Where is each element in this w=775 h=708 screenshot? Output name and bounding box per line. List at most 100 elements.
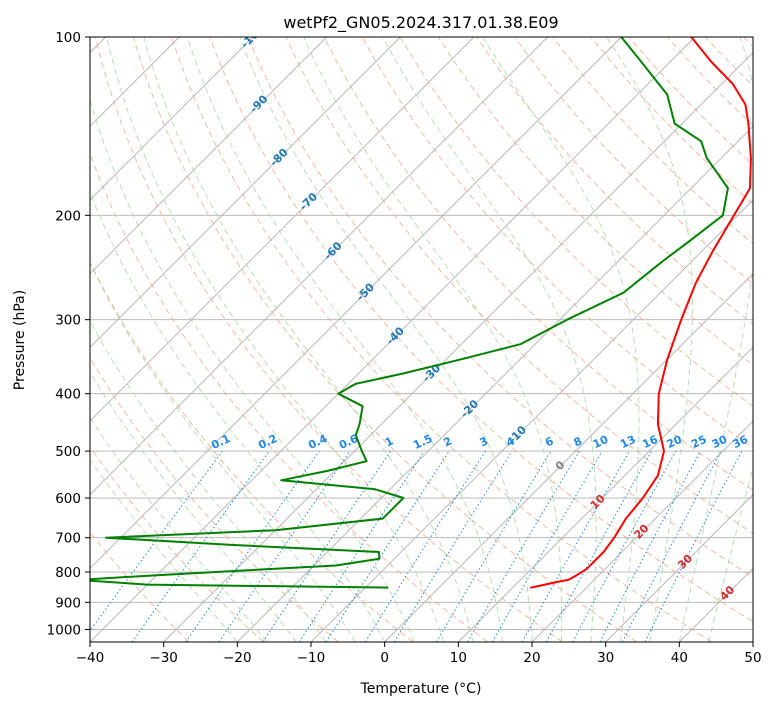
mixing-ratio-label: 20: [665, 433, 685, 451]
x-tick-label: 30: [597, 650, 614, 666]
isotherm-line: [163, 52, 753, 642]
isotherm-line: [384, 273, 753, 642]
mixing-ratio-label: 1: [383, 434, 395, 449]
moist-adiabat-line: [90, 416, 268, 642]
y-tick-label: 900: [55, 595, 81, 611]
lcl-labels: 0 10 20 30 40: [553, 458, 738, 603]
dry-adiabat-line: [704, 37, 753, 87]
isotherm-line: [237, 125, 753, 642]
moist-adiabat-line: [303, 37, 563, 642]
mixing-ratio-label: 6: [543, 434, 556, 449]
mixing-ratio-line: [298, 450, 425, 642]
mixing-ratio-line: [467, 450, 580, 642]
moist-adiabat-line: [90, 320, 327, 642]
dry-adiabat-line: [171, 37, 712, 642]
isotherm-line: [458, 346, 753, 642]
dry-adiabat-line: [94, 37, 563, 642]
profile-series: [90, 37, 752, 589]
y-tick-label: 400: [55, 387, 81, 403]
mixing-ratio-line: [218, 450, 351, 642]
mixing-ratio-label: 0.4: [306, 432, 329, 452]
mixing-ratio-label: 30: [710, 433, 730, 451]
y-tick-label: 300: [55, 313, 81, 329]
x-tick-label: 10: [450, 650, 467, 666]
x-tick-label: −20: [223, 650, 252, 666]
dry-adiabat-line: [132, 37, 638, 642]
mixing-ratio-label: 0.1: [209, 432, 232, 452]
moist-adiabat-line: [143, 37, 474, 642]
mixing-ratio-line: [90, 450, 223, 632]
chart-title: wetPf2_GN05.2024.317.01.38.E09: [283, 13, 558, 33]
mixing-ratio-label: 36: [731, 433, 751, 451]
moist-adiabat-line: [90, 261, 356, 642]
mixing-ratio-label: 13: [618, 433, 637, 451]
y-tick-label: 600: [55, 491, 81, 507]
mixing-ratio-line: [545, 450, 653, 642]
x-tick-label: 20: [523, 650, 540, 666]
dry-adiabat-line: [285, 37, 753, 535]
y-tick-label: 700: [55, 531, 81, 547]
mixing-ratio-line: [572, 450, 677, 642]
moist-adiabat-label: 0: [553, 458, 568, 473]
mixing-ratio-line: [131, 450, 270, 642]
isotherm-line: [90, 37, 622, 569]
mixing-ratio-label: 10: [591, 433, 611, 451]
mixing-ratio-label: 3: [478, 434, 490, 449]
moist-adiabat-line: [239, 37, 533, 642]
dry-adiabat-line: [209, 37, 753, 623]
dewpoint-profile-line: [90, 37, 729, 589]
temperature-profile-line: [530, 37, 752, 589]
moist-adiabat-line: [90, 371, 297, 642]
dry-adiabat-line: [90, 152, 488, 642]
moist-adiabat-line: [382, 37, 597, 642]
y-tick-label: 100: [55, 30, 81, 46]
isotherm-line: [90, 37, 696, 642]
mixing-ratio-label: 16: [640, 433, 660, 451]
mixing-ratio-label: 8: [572, 434, 584, 449]
isotherm-label: -40: [384, 324, 407, 347]
mixing-ratio-line: [325, 450, 450, 642]
dry-adiabat-line: [476, 37, 753, 325]
dry-adiabat-line: [323, 37, 753, 491]
moist-adiabat-label: 20: [632, 521, 652, 541]
moist-adiabat-line: [90, 97, 415, 642]
y-tick-label: 500: [55, 444, 81, 460]
dry-adiabat-line: [666, 37, 753, 126]
isotherm-line: [90, 37, 254, 201]
y-axis-label: Pressure (hPa): [12, 290, 28, 390]
moist-adiabat-label: 30: [675, 552, 695, 572]
y-axis-ticks: 100 200 300 400 500 600 700 800 900 1000: [47, 30, 90, 638]
moist-adiabat-line: [186, 37, 503, 642]
isotherm-line: [90, 37, 548, 496]
dry-adiabat-line: [552, 37, 753, 245]
dry-adiabat-line: [90, 356, 339, 642]
x-tick-label: −30: [149, 650, 178, 666]
dry-adiabat-line: [90, 261, 414, 642]
moist-adiabat-line: [90, 458, 238, 642]
dry-adiabat-line: [247, 37, 753, 578]
x-tick-label: 0: [380, 650, 389, 666]
mixing-ratio-label: 2: [442, 434, 454, 449]
moist-adiabat-line: [606, 37, 693, 642]
isotherm-line: [679, 567, 753, 642]
x-tick-label: −40: [76, 650, 105, 666]
x-tick-label: −10: [297, 650, 326, 666]
y-tick-label: 800: [55, 565, 81, 581]
x-tick-label: 50: [744, 650, 761, 666]
moist-adiabat-label: 40: [717, 583, 737, 603]
isotherm-line: [90, 37, 401, 348]
isotherm-line: [90, 37, 327, 275]
plot-frame: [89, 36, 754, 643]
isotherm-line: [90, 37, 475, 422]
dry-adiabat-line: [90, 446, 264, 642]
mixing-ratio-label: 25: [689, 433, 708, 451]
mixing-ratio-line: [644, 450, 743, 642]
y-tick-label: 200: [55, 208, 81, 224]
mixing-ratio-line: [185, 450, 320, 642]
isotherm-label: -50: [354, 280, 377, 303]
isotherm-line: [752, 641, 753, 642]
isotherm-label: -60: [321, 239, 344, 262]
moist-adiabat-line: [708, 465, 753, 642]
dry-adiabat-line: [90, 531, 190, 642]
